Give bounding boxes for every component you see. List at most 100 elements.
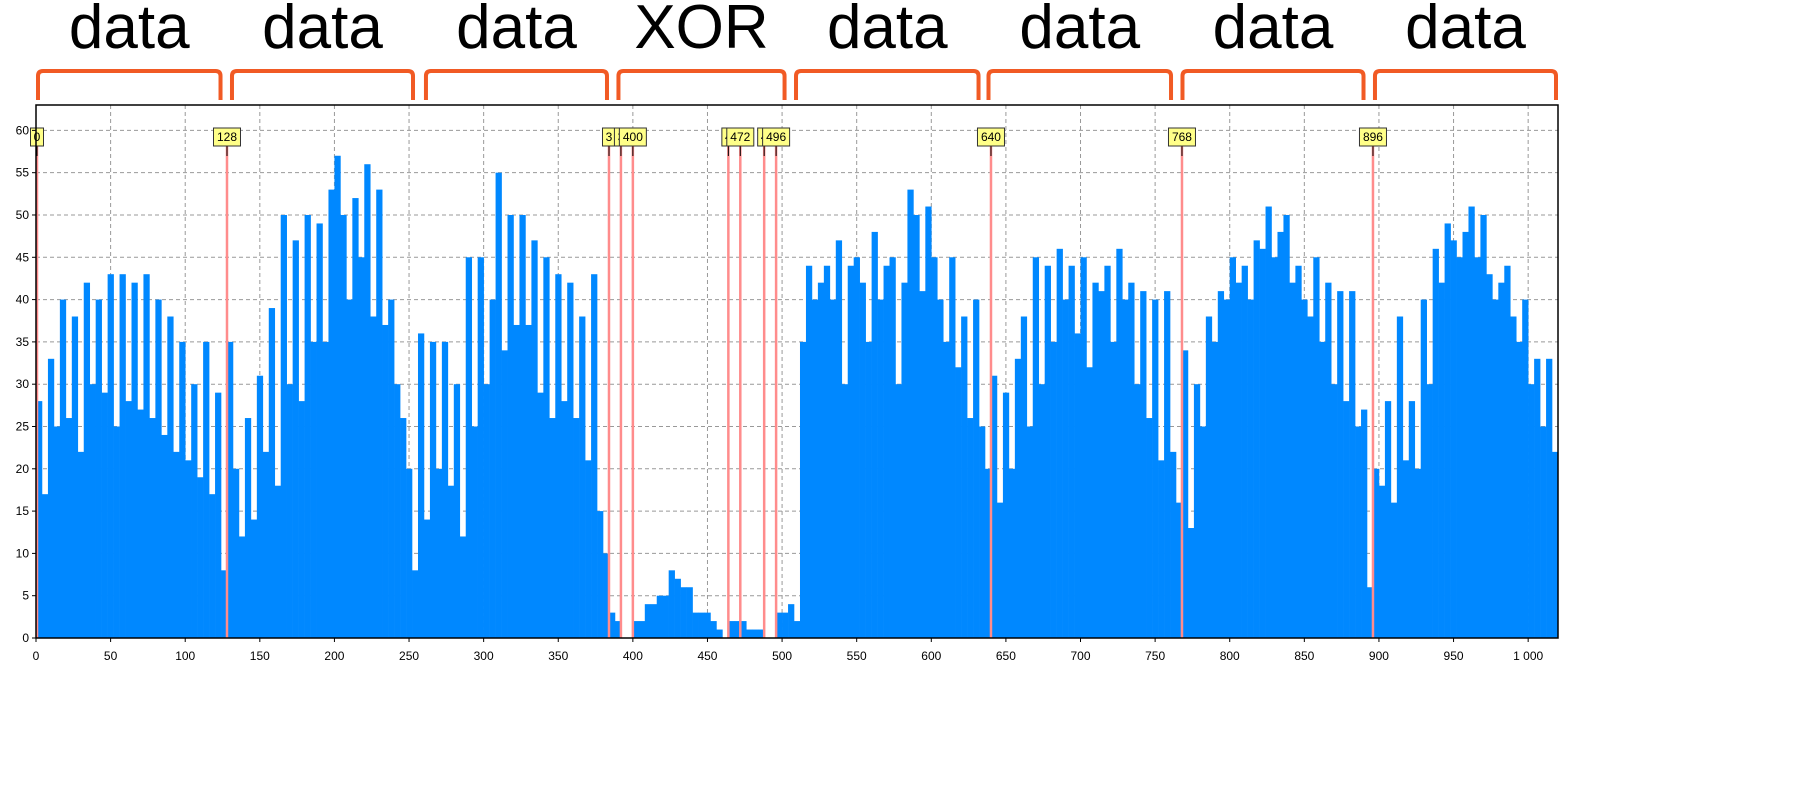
histogram-bar xyxy=(238,536,246,638)
histogram-bar xyxy=(1295,265,1302,638)
x-tick-label: 0 xyxy=(33,649,40,663)
histogram-bar xyxy=(1349,291,1356,638)
histogram-bar xyxy=(603,553,610,638)
histogram-bar xyxy=(185,460,192,638)
histogram-bar xyxy=(644,604,652,638)
y-tick-label: 30 xyxy=(16,377,30,391)
histogram-bar xyxy=(889,257,896,638)
marker-label: 128 xyxy=(217,130,237,144)
y-tick-label: 5 xyxy=(22,589,29,603)
histogram-bar xyxy=(883,265,890,638)
histogram-bar xyxy=(453,384,461,638)
histogram-bar xyxy=(1247,299,1254,638)
histogram-bar xyxy=(937,299,944,638)
markers: 01283340044724496640768896 xyxy=(30,127,1387,638)
histogram-bar xyxy=(913,214,920,638)
histogram-bar xyxy=(1271,257,1278,638)
histogram-bar xyxy=(985,468,992,638)
histogram-bar xyxy=(1456,257,1463,638)
histogram-bar xyxy=(823,265,831,638)
histogram-bar xyxy=(310,341,317,638)
histogram-bar xyxy=(71,316,79,638)
marker-flag: 640 xyxy=(976,127,1005,147)
histogram-bar xyxy=(692,612,699,638)
histogram-bar xyxy=(955,367,962,638)
histogram-bar xyxy=(244,418,252,638)
histogram-bar xyxy=(119,274,126,638)
histogram-bar xyxy=(1217,291,1225,638)
marker-flag: 896 xyxy=(1358,127,1387,147)
histogram-bar xyxy=(340,214,347,638)
histogram-bar xyxy=(865,341,872,638)
histogram-bar xyxy=(495,172,502,638)
marker-label-box xyxy=(1358,127,1387,147)
histogram-bar xyxy=(1408,401,1416,638)
histogram-bar xyxy=(286,384,293,638)
histogram-bar xyxy=(1253,240,1260,638)
x-tick-label: 550 xyxy=(847,649,867,663)
marker-label-box xyxy=(618,127,647,147)
histogram-bar xyxy=(573,418,580,638)
histogram-bar xyxy=(435,468,443,638)
histogram-bar xyxy=(47,358,55,638)
histogram-bar xyxy=(1396,316,1404,638)
histogram-bar xyxy=(1414,468,1422,638)
marker-label: 640 xyxy=(981,130,1001,144)
histogram-bar xyxy=(1050,341,1057,638)
histogram-bar xyxy=(799,341,807,638)
segment-bracket xyxy=(36,69,223,100)
histogram-bar xyxy=(943,341,950,638)
histogram-bar xyxy=(1361,409,1368,638)
marker-label: 400 xyxy=(623,130,643,144)
axis-ticks: 0 50 100 150 200 250 300 350 400 450 500 550 600 650 7… xyxy=(16,123,1544,663)
histogram-bar xyxy=(555,274,562,638)
histogram-bar xyxy=(549,418,556,638)
histogram-bar xyxy=(1211,341,1219,638)
histogram-bar xyxy=(1319,341,1326,638)
marker-label-box xyxy=(762,127,791,147)
histogram-bar xyxy=(382,324,389,638)
histogram-bar xyxy=(1187,528,1195,638)
y-tick-label: 55 xyxy=(16,166,30,180)
histogram-bar xyxy=(817,282,825,638)
marker-label: 496 xyxy=(766,130,786,144)
histogram-bar xyxy=(1116,248,1123,639)
histogram-bar xyxy=(197,477,204,638)
segment-annotations: data data data XOR data data data data xyxy=(36,0,1558,100)
histogram-bar xyxy=(232,468,240,638)
histogram-bar xyxy=(776,612,783,638)
segment-label: data xyxy=(69,0,190,62)
histogram-bar xyxy=(1438,282,1445,638)
histogram-bar xyxy=(447,485,455,638)
histogram-bar xyxy=(531,240,538,638)
histogram-bar xyxy=(1337,291,1344,638)
histogram-bar xyxy=(758,629,765,638)
histogram-bar xyxy=(256,375,264,638)
histogram-bar xyxy=(316,223,323,638)
histogram-bar xyxy=(83,282,91,638)
marker-flag: 400 xyxy=(618,127,647,147)
y-tick-label: 35 xyxy=(16,335,30,349)
y-tick-label: 0 xyxy=(22,631,29,645)
histogram-bar xyxy=(215,392,222,638)
histogram-bar xyxy=(805,265,813,638)
histogram-bar xyxy=(1325,282,1332,638)
histogram-bar xyxy=(1343,401,1350,638)
histogram-bar xyxy=(674,578,681,638)
histogram-bar xyxy=(614,621,622,638)
histogram-bar xyxy=(280,214,287,638)
histogram-bar xyxy=(1134,384,1141,638)
bars xyxy=(36,155,1559,639)
histogram-bar xyxy=(477,257,484,638)
histogram-bar xyxy=(471,426,478,638)
y-tick-label: 50 xyxy=(16,208,30,222)
histogram-bar xyxy=(1092,282,1099,638)
histogram-bar xyxy=(1402,460,1410,638)
marker-label-box xyxy=(976,127,1005,147)
histogram-bar xyxy=(919,291,926,638)
histogram-bar xyxy=(1140,291,1147,638)
histogram-bar xyxy=(1146,418,1153,638)
histogram-bar xyxy=(507,214,514,638)
segment-label: XOR xyxy=(634,0,768,62)
histogram-bar xyxy=(1307,316,1314,638)
